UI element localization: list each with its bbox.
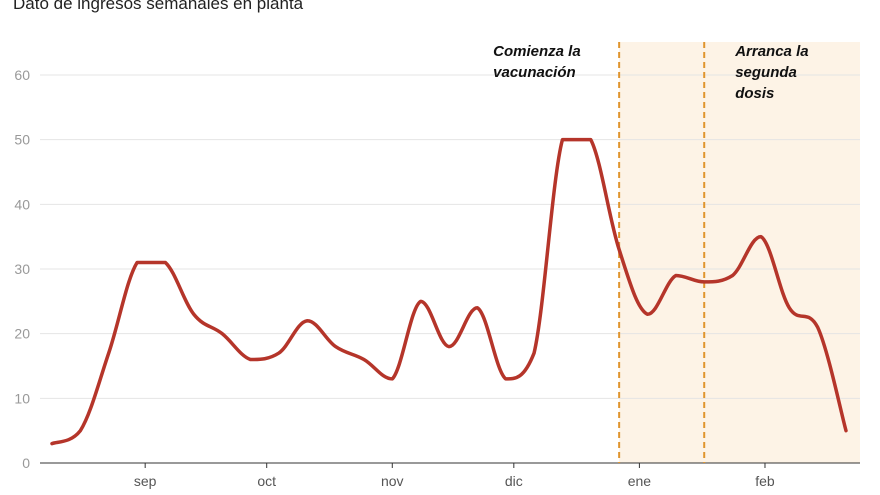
x-tick-label: dic [505, 473, 523, 489]
chart-title: Dato de ingresos semanales en planta [13, 0, 304, 13]
x-tick-label: nov [381, 473, 404, 489]
annotation-text: Comienza la [493, 43, 581, 60]
y-tick-label: 20 [14, 326, 30, 342]
x-tick-label: feb [755, 473, 775, 489]
y-tick-label: 40 [14, 196, 30, 212]
y-tick-label: 10 [14, 390, 30, 406]
annotation-text: Arranca la [734, 43, 808, 60]
annotation-text: segunda [735, 64, 797, 81]
x-tick-label: sep [134, 473, 157, 489]
x-tick-label: oct [257, 473, 276, 489]
data-line [50, 137, 848, 446]
y-tick-label: 60 [14, 67, 30, 83]
y-tick-label: 50 [14, 132, 30, 148]
x-tick-label: ene [628, 473, 652, 489]
y-tick-label: 30 [14, 261, 30, 277]
annotation-text: vacunación [493, 64, 576, 81]
y-tick-label: 0 [22, 455, 30, 471]
vaccination-period-shade [619, 42, 860, 463]
annotation-text: dosis [735, 85, 774, 102]
